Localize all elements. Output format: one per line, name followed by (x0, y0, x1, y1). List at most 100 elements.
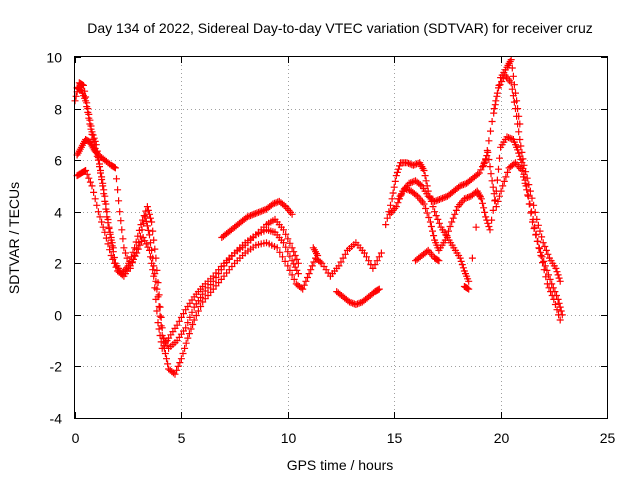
data-point (477, 166, 485, 174)
data-point (177, 313, 185, 321)
data-point (435, 196, 443, 203)
data-point (280, 201, 288, 209)
data-point (388, 195, 396, 203)
data-point (139, 234, 147, 241)
data-point (514, 105, 522, 113)
data-point (539, 239, 547, 247)
data-point (98, 218, 106, 226)
data-point (105, 223, 113, 231)
data-point (554, 271, 562, 279)
data-point (293, 266, 301, 274)
data-point (422, 205, 430, 212)
data-point (495, 165, 502, 173)
data-point (74, 83, 82, 91)
data-point (305, 270, 313, 278)
data-point (88, 128, 96, 136)
data-point (110, 163, 118, 171)
data-point (115, 197, 123, 205)
data-point (106, 246, 114, 254)
data-point (439, 194, 447, 202)
data-point (146, 246, 153, 254)
data-point (107, 234, 115, 241)
data-point (538, 233, 546, 241)
y-tick-labels: -4 -2 0 2 4 6 8 10 (46, 50, 62, 427)
data-point (472, 223, 480, 231)
data-point (498, 78, 506, 85)
data-point (516, 120, 524, 128)
data-point (181, 344, 189, 352)
data-point (537, 252, 545, 259)
y-axis-label: SDTVAR / TECUs (6, 182, 22, 294)
data-point (88, 182, 96, 190)
data-point (286, 239, 294, 247)
x-axis-label: GPS time / hours (287, 457, 394, 473)
data-point (155, 325, 163, 333)
data-point (255, 208, 262, 216)
data-point (456, 254, 464, 262)
data-point (86, 116, 94, 124)
data-point (286, 252, 294, 260)
data-point (395, 165, 402, 173)
x-tick-label: 5 (178, 430, 186, 446)
data-point (490, 105, 498, 113)
data-point (122, 249, 129, 257)
data-point (371, 261, 379, 269)
data-point (109, 244, 117, 252)
data-point (481, 208, 489, 216)
chart-title: Day 134 of 2022, Sidereal Day-to-day VTE… (87, 20, 593, 36)
data-point (83, 170, 91, 178)
data-point (483, 152, 491, 160)
data-point (500, 177, 508, 185)
data-point (392, 172, 400, 180)
data-point (114, 186, 122, 194)
data-point (523, 186, 531, 194)
data-point (516, 136, 524, 143)
data-point (99, 179, 107, 187)
data-point (154, 319, 162, 327)
data-point (131, 252, 139, 260)
data-point (291, 252, 299, 259)
data-point (555, 274, 563, 282)
y-tick-label: 4 (54, 205, 62, 221)
data-point (151, 284, 159, 292)
data-point (514, 146, 522, 154)
data-point (476, 192, 484, 200)
data-point (186, 313, 194, 321)
data-point (355, 299, 363, 307)
data-point (420, 167, 428, 174)
data-point (291, 263, 299, 271)
data-point (548, 292, 556, 299)
data-point (141, 213, 149, 221)
data-point (335, 262, 343, 270)
data-point (90, 134, 98, 142)
data-point (496, 192, 503, 200)
data-point (341, 250, 349, 258)
data-point (495, 81, 503, 89)
data-point (430, 232, 438, 240)
data-point (280, 239, 287, 247)
data-point (94, 154, 102, 162)
data-point (152, 295, 160, 303)
data-point (293, 255, 301, 263)
data-point (550, 295, 558, 303)
data-point (163, 355, 170, 363)
data-point (281, 257, 289, 265)
data-point (518, 159, 526, 167)
y-tick-label: 2 (54, 256, 62, 272)
data-point (496, 81, 504, 89)
data-point (300, 281, 308, 289)
data-point (451, 210, 459, 218)
data-point (157, 313, 165, 321)
data-point (482, 213, 490, 221)
data-point (375, 253, 383, 261)
data-point (518, 148, 526, 156)
data-point (526, 200, 534, 208)
data-point (503, 133, 511, 141)
data-point (393, 168, 401, 176)
data-point (80, 81, 87, 89)
data-point (156, 332, 164, 339)
data-point (541, 243, 549, 250)
series-track-d (218, 197, 296, 241)
data-point (112, 263, 120, 271)
data-point (286, 266, 294, 274)
